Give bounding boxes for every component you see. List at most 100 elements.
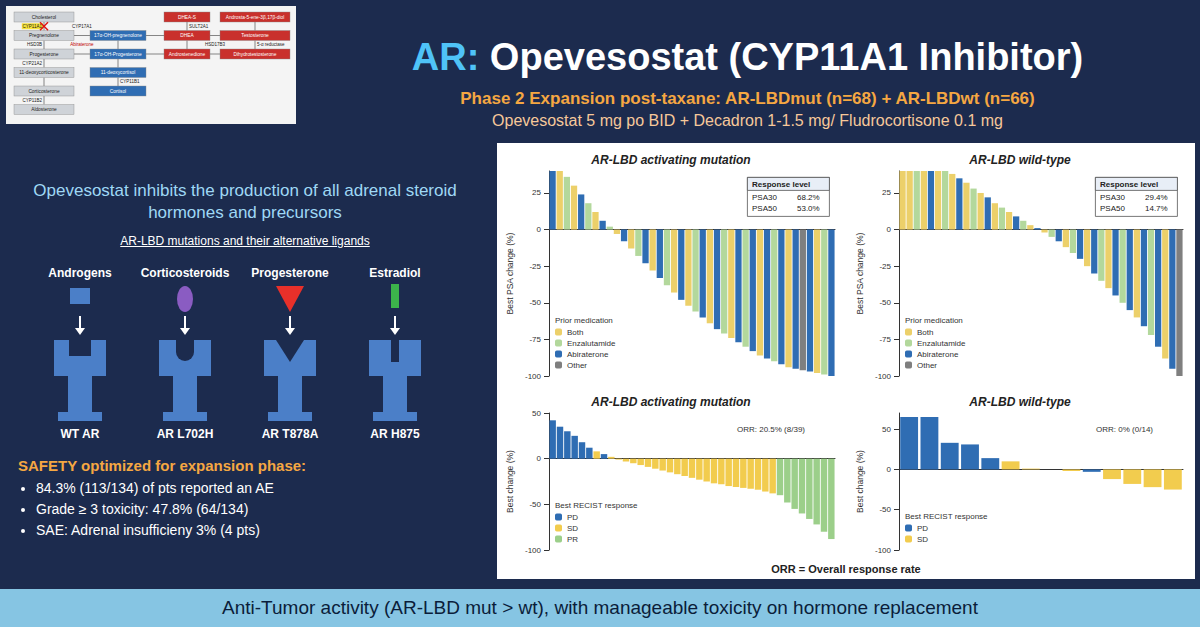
svg-text:Best RECIST response: Best RECIST response [555, 501, 638, 510]
svg-text:Response level: Response level [1100, 180, 1158, 189]
svg-text:DHEA-S: DHEA-S [178, 15, 196, 20]
svg-text:Best change (%): Best change (%) [505, 450, 515, 513]
svg-text:SULT2A1: SULT2A1 [189, 24, 209, 29]
svg-text:53.0%: 53.0% [797, 204, 820, 213]
svg-text:AR T878A: AR T878A [262, 427, 319, 441]
svg-text:-100: -100 [875, 372, 892, 381]
svg-text:Prior medication: Prior medication [905, 316, 963, 325]
svg-text:Progesterone: Progesterone [30, 52, 59, 57]
svg-text:Pregnenolone: Pregnenolone [29, 33, 59, 38]
svg-text:Androsta-5-ene-3β,17β-diol: Androsta-5-ene-3β,17β-diol [226, 15, 285, 20]
svg-text:ORR: 20.5% (8/39): ORR: 20.5% (8/39) [737, 425, 805, 434]
svg-text:-25: -25 [529, 262, 541, 271]
svg-text:HSD3B: HSD3B [27, 42, 42, 47]
html-text:Grade ≥ 3 toxicity: 47.8% (64/: Grade ≥ 3 toxicity: 47.8% (64/134) [36, 501, 249, 517]
svg-text:0: 0 [887, 225, 892, 234]
svg-text:CYP11B1: CYP11B1 [120, 79, 140, 84]
svg-text:Dihydrotestosterone: Dihydrotestosterone [234, 52, 277, 57]
svg-text:-50: -50 [879, 505, 891, 514]
svg-text:Other: Other [917, 361, 937, 370]
html-text:SAFETY optimized for expansion: SAFETY optimized for expansion phase: [18, 457, 307, 474]
svg-text:Androgens: Androgens [48, 266, 112, 280]
svg-text:Abiraterone: Abiraterone [917, 350, 959, 359]
svg-text:Cholesterol: Cholesterol [32, 15, 56, 20]
svg-text:Cortisol: Cortisol [110, 89, 126, 94]
svg-text:5-α reductase: 5-α reductase [257, 42, 285, 47]
html-text:Opevesostat inhibits the produ: Opevesostat inhibits the production of a… [33, 181, 457, 222]
svg-text:Enzalutamide: Enzalutamide [567, 339, 616, 348]
svg-text:SD: SD [917, 535, 928, 544]
svg-text:25: 25 [532, 188, 541, 197]
svg-text:ORR: 0% (0/14): ORR: 0% (0/14) [1096, 425, 1153, 434]
svg-text:Abiraterone: Abiraterone [567, 350, 609, 359]
svg-text:11-deoxycortisol: 11-deoxycortisol [101, 70, 136, 75]
svg-text:PSA30: PSA30 [1100, 193, 1125, 202]
svg-text:-50: -50 [529, 298, 541, 307]
svg-text:Testosterone: Testosterone [241, 33, 269, 38]
svg-text:Corticosterone: Corticosterone [28, 89, 60, 94]
svg-text:CYP17A1: CYP17A1 [72, 24, 92, 29]
svg-text:11-deoxycorticosterone: 11-deoxycorticosterone [19, 70, 69, 75]
html-text:SAE: Adrenal insufficieny 3% (: SAE: Adrenal insufficieny 3% (4 pts) [36, 522, 260, 538]
html-text:Anti-Tumor activity (AR-LBD mu: Anti-Tumor activity (AR-LBD mut > wt), w… [222, 597, 978, 618]
svg-text:0: 0 [537, 225, 542, 234]
svg-text:PR: PR [567, 535, 578, 544]
svg-text:Best PSA change (%): Best PSA change (%) [505, 232, 515, 314]
svg-text:Corticosteroids: Corticosteroids [141, 266, 230, 280]
svg-text:Response level: Response level [752, 180, 810, 189]
svg-text:-75: -75 [879, 335, 891, 344]
html-text:AR: Opevesostat (CYP11A1 Inhib: AR: Opevesostat (CYP11A1 Inhibitor) [411, 36, 1084, 78]
svg-text:14.7%: 14.7% [1145, 204, 1168, 213]
svg-text:HSD17B3: HSD17B3 [205, 42, 226, 47]
svg-text:DHEA: DHEA [180, 33, 194, 38]
svg-text:-50: -50 [879, 298, 891, 307]
svg-text:0: 0 [537, 454, 542, 463]
svg-text:Enzalutamide: Enzalutamide [917, 339, 966, 348]
svg-text:Both: Both [917, 328, 933, 337]
svg-text:AR H875: AR H875 [370, 427, 420, 441]
svg-text:17α-OH-Progesterone: 17α-OH-Progesterone [94, 52, 142, 57]
svg-text:PD: PD [917, 524, 928, 533]
svg-text:Best RECIST response: Best RECIST response [905, 512, 988, 521]
html-text:Phase 2 Expansion post-taxane:: Phase 2 Expansion post-taxane: AR-LBDmut… [460, 89, 1035, 108]
svg-text:AR-LBD wild-type: AR-LBD wild-type [968, 395, 1071, 409]
svg-text:Estradiol: Estradiol [369, 266, 420, 280]
svg-text:Best change (%): Best change (%) [855, 450, 865, 513]
svg-text:25: 25 [882, 188, 891, 197]
svg-text:AR L702H: AR L702H [157, 427, 214, 441]
svg-text:AR-LBD activating mutation: AR-LBD activating mutation [590, 153, 750, 167]
svg-text:PSA50: PSA50 [1100, 204, 1125, 213]
svg-text:Androstenedione: Androstenedione [169, 52, 206, 57]
svg-text:-75: -75 [529, 335, 541, 344]
svg-text:WT AR: WT AR [61, 427, 100, 441]
svg-text:-100: -100 [875, 546, 892, 555]
svg-text:Best PSA change (%): Best PSA change (%) [855, 232, 865, 314]
svg-text:Progesterone: Progesterone [251, 266, 329, 280]
svg-text:Aldosterone: Aldosterone [31, 107, 57, 112]
svg-text:CYP21A2: CYP21A2 [22, 61, 42, 66]
svg-text:AR-LBD activating mutation: AR-LBD activating mutation [590, 395, 750, 409]
html-text:84.3% (113/134) of pts reporte: 84.3% (113/134) of pts reported an AE [36, 480, 274, 496]
html-text:Opevesostat 5 mg po BID + Deca: Opevesostat 5 mg po BID + Decadron 1-1.5… [492, 112, 1003, 129]
svg-text:-25: -25 [879, 262, 891, 271]
svg-text:AR-LBD wild-type: AR-LBD wild-type [968, 153, 1071, 167]
svg-text:50: 50 [532, 409, 541, 418]
svg-text:Other: Other [567, 361, 587, 370]
svg-text:-50: -50 [529, 500, 541, 509]
svg-text:PSA30: PSA30 [752, 193, 777, 202]
svg-text:CYP11B2: CYP11B2 [23, 98, 43, 103]
svg-text:SD: SD [567, 524, 578, 533]
svg-text:50: 50 [882, 425, 891, 434]
svg-text:CYP11A1: CYP11A1 [23, 24, 43, 29]
svg-text:0: 0 [887, 465, 892, 474]
svg-text:Both: Both [567, 328, 583, 337]
svg-text:-100: -100 [525, 372, 542, 381]
svg-text:PSA50: PSA50 [752, 204, 777, 213]
svg-text:Abiraterone: Abiraterone [70, 42, 94, 47]
svg-text:68.2%: 68.2% [797, 193, 820, 202]
svg-text:-100: -100 [525, 546, 542, 555]
svg-text:17α-OH-pregnenolone: 17α-OH-pregnenolone [94, 33, 142, 38]
svg-text:PD: PD [567, 513, 578, 522]
svg-text:Prior medication: Prior medication [555, 316, 613, 325]
svg-text:29.4%: 29.4% [1145, 193, 1168, 202]
